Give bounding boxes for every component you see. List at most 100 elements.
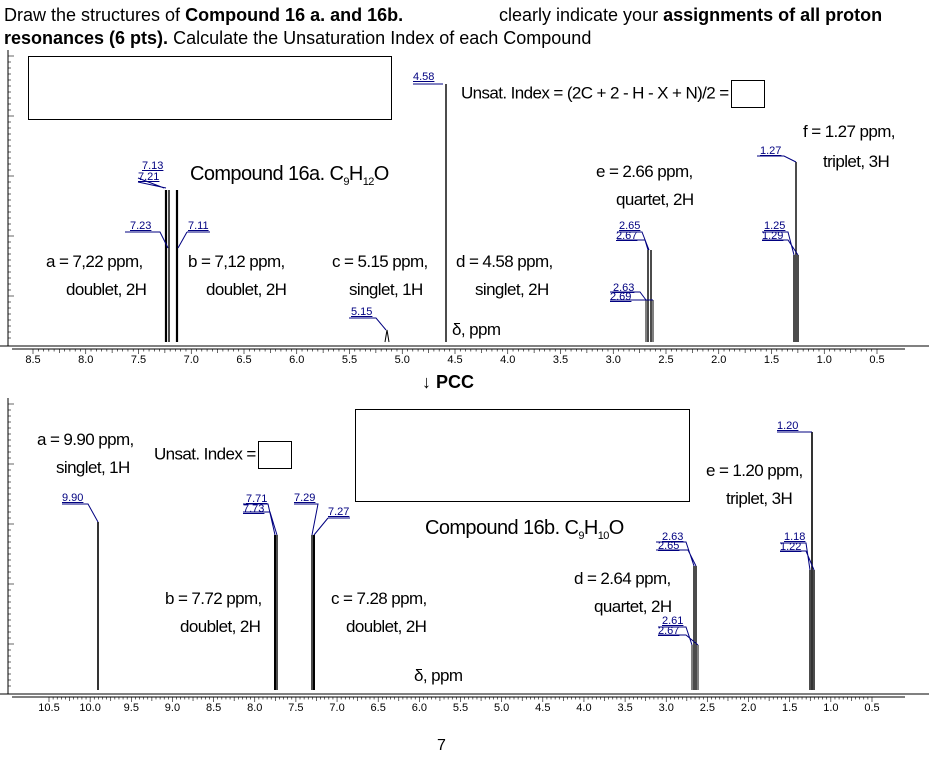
axis-tick-label: 5.0 [493,702,510,714]
axis-tick-label: 1.5 [782,702,798,714]
peak-label: 2.67 [658,625,680,637]
axis-tick-label: 7.0 [183,354,199,366]
annot-16b-a1: a = 9.90 ppm, [37,430,134,449]
annot-16b-a2: singlet, 1H [56,458,130,477]
axis-tick-label: 2.5 [699,702,716,714]
axis-tick-label: 6.5 [370,702,386,714]
axis-tick-label: 2.5 [658,354,674,366]
axis-tick-label: 7.5 [130,354,147,366]
axis-tick-label: 4.5 [447,354,463,366]
peak-label: 2.63 [662,531,684,543]
peak-label: 7.21 [138,171,160,183]
peak-label: 7.11 [188,220,209,232]
axis-tick-label: 8.0 [78,354,94,366]
axis-tick-label: 8.0 [247,702,263,714]
peak-label: 2.69 [610,291,632,303]
annot-16a-b2: doublet, 2H [206,280,287,299]
pcc-reagent: ↓ PCC [422,372,475,392]
bottom-y-ticks [8,403,14,687]
annot-16a-f2: triplet, 3H [823,152,890,171]
peak-label: 1.25 [764,220,786,232]
axis-tick-label: 7.5 [288,702,304,714]
compound-16a-title: Compound 16a. C9H12O [190,163,389,188]
question-line-1-right: clearly indicate your assignments of all… [499,5,883,25]
axis-tick-label: 4.5 [535,702,551,714]
axis-tick-label: 4.0 [576,702,592,714]
compound-16b-title: Compound 16b. C9H10O [425,517,624,542]
peak-label: 1.22 [780,541,802,553]
unsat-formula: Unsat. Index = (2C + 2 - H - X + N)/2 = [461,80,765,108]
peak-label: 1.29 [762,230,784,242]
annot-16b-e2: triplet, 3H [726,489,793,508]
annot-16a-e1: e = 2.66 ppm, [596,162,693,181]
axis-tick-label: 7.0 [329,702,345,714]
axis-tick-label: 8.5 [25,354,41,366]
axis-tick-label: 5.5 [341,354,358,366]
annot-16a-a1: a = 7,22 ppm, [46,252,143,271]
unsat-answer-box-16a[interactable] [730,80,765,108]
unsat-index-16b: Unsat. Index = [154,441,292,469]
axis-tick-label: 1.5 [763,354,780,366]
peak-label: 7.73 [243,503,265,515]
axis-tick-label: 4.0 [500,354,516,366]
annot-16b-c2: doublet, 2H [346,617,427,636]
peak-label: 1.18 [784,531,806,543]
annot-16b-d2: quartet, 2H [594,597,672,616]
annot-16b-e1: e = 1.20 ppm, [706,461,803,480]
axis-tick-label: 0.5 [864,702,880,714]
annot-16a-f1: f = 1.27 ppm, [803,122,896,141]
axis-tick-label: 8.5 [205,702,222,714]
peak-label: 1.20 [777,420,799,432]
peak-label: 7.27 [328,506,350,518]
axis-tick-label: 2.0 [740,702,757,714]
peak-label: 7.23 [130,220,152,232]
axis-tick-label: 2.0 [711,354,727,366]
peak-label: 2.65 [658,540,680,552]
axis-tick-label: 10.0 [79,702,101,714]
peak-label: 5.15 [351,306,373,318]
axis-tick-label: 5.0 [394,354,410,366]
annot-16a-b1: b = 7,12 ppm, [188,252,285,271]
delta-ppm-bottom: δ, ppm [414,666,463,685]
axis-tick-label: 3.0 [658,702,674,714]
top-y-ticks [8,55,14,339]
annot-16a-c1: c = 5.15 ppm, [332,252,428,271]
annot-16a-a2: doublet, 2H [66,280,147,299]
peak-label: 2.61 [662,615,684,627]
annot-16b-c1: c = 7.28 ppm, [331,589,427,608]
peak-label: 4.58 [413,71,435,83]
annot-16a-d2: singlet, 2H [475,280,549,299]
unsat-answer-box-16b[interactable] [257,441,292,469]
question-line-2: resonances (6 pts). Calculate the Unsatu… [4,28,592,48]
peak-label: 7.29 [294,492,316,504]
page-number: 7 [437,737,446,754]
axis-tick-label: 1.0 [823,702,839,714]
axis-tick-label: 6.5 [236,354,252,366]
axis-tick-label: 3.0 [605,354,621,366]
peak-label: 9.90 [62,492,84,504]
axis-tick-label: 9.5 [123,702,139,714]
annot-16a-e2: quartet, 2H [616,190,694,209]
axis-tick-label: 0.5 [869,354,885,366]
annot-16b-d1: d = 2.64 ppm, [574,569,671,588]
peak-label: 1.27 [760,145,782,157]
top-minor-ticks [32,349,878,354]
peak-label: 7.71 [246,493,268,505]
annot-16a-c2: singlet, 1H [349,280,423,299]
structure-box-16b[interactable] [355,409,690,502]
bottom-spectrum [0,398,929,702]
structure-box-16a[interactable] [28,56,392,120]
peak-label: 2.65 [619,220,641,232]
delta-ppm-top: δ, ppm [452,320,501,339]
axis-tick-label: 3.5 [552,354,569,366]
axis-tick-label: 5.5 [452,702,469,714]
peak-label: 2.63 [613,282,635,294]
axis-tick-label: 6.0 [289,354,305,366]
axis-tick-label: 6.0 [411,702,427,714]
peak-label: 2.67 [616,230,638,242]
axis-tick-label: 9.0 [164,702,181,714]
bottom-minor-ticks [48,697,873,702]
axis-tick-label: 10.5 [38,702,60,714]
annot-16a-d1: d = 4.58 ppm, [456,252,553,271]
